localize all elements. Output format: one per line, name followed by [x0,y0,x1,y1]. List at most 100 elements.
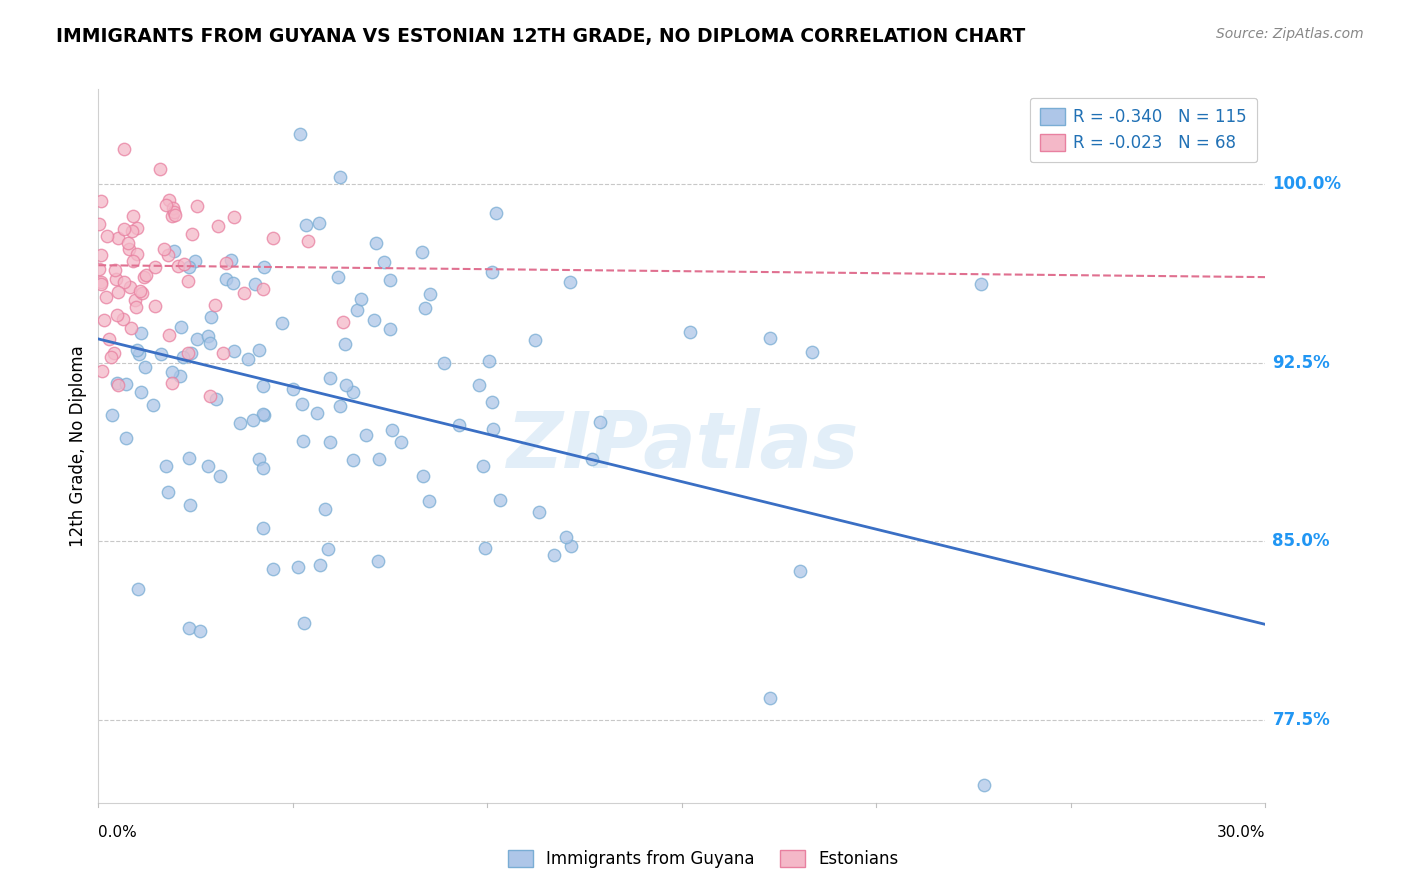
Point [367,554,389,568]
Point [135,268,157,282]
Point [124,293,146,308]
Point [177,274,200,288]
Point [380,273,402,287]
Point [474,541,496,556]
Point [243,277,266,291]
Point [155,458,177,473]
Point [122,209,145,223]
Point [294,218,316,232]
Point [103,345,125,359]
Point [177,346,200,360]
Point [314,501,336,516]
Point [527,505,550,519]
Point [186,331,208,345]
Point [800,345,823,359]
Text: IMMIGRANTS FROM GUYANA VS ESTONIAN 12TH GRADE, NO DIPLOMA CORRELATION CHART: IMMIGRANTS FROM GUYANA VS ESTONIAN 12TH … [56,27,1025,45]
Point [105,376,128,390]
Point [478,353,501,368]
Point [482,422,505,436]
Point [319,435,342,450]
Point [90,247,112,261]
Point [204,298,226,312]
Point [197,458,219,473]
Point [354,428,377,442]
Point [180,345,202,359]
Point [90,276,112,290]
Legend: R = -0.340   N = 115, R = -0.023   N = 68: R = -0.340 N = 115, R = -0.023 N = 68 [1031,97,1257,162]
Point [543,548,565,562]
Point [127,221,149,235]
Point [333,336,356,351]
Point [242,413,264,427]
Point [155,197,177,211]
Point [163,205,186,219]
Point [107,285,129,299]
Point [411,245,433,260]
Point [90,364,112,378]
Point [200,310,222,324]
Point [308,216,330,230]
Text: Source: ZipAtlas.com: Source: ZipAtlas.com [1216,27,1364,41]
Point [163,244,186,258]
Point [373,255,395,269]
Point [447,417,470,432]
Point [149,161,172,176]
Point [129,384,152,399]
Point [211,346,233,360]
Point [143,300,166,314]
Point [222,344,245,359]
Point [219,253,242,268]
Point [214,256,236,270]
Point [198,389,221,403]
Point [233,285,256,300]
Legend: Immigrants from Guyana, Estonians: Immigrants from Guyana, Estonians [501,843,905,875]
Point [90,194,112,209]
Point [413,301,436,315]
Point [179,499,201,513]
Point [558,275,581,289]
Point [367,451,389,466]
Point [326,269,349,284]
Text: 92.5%: 92.5% [1272,354,1330,372]
Point [481,264,503,278]
Point [329,399,352,413]
Point [107,231,129,245]
Point [156,248,179,262]
Point [581,452,603,467]
Point [197,329,219,343]
Point [90,277,112,291]
Point [262,230,284,244]
Point [125,300,148,314]
Point [335,378,357,392]
Text: ZIPatlas: ZIPatlas [506,408,858,484]
Point [485,205,508,219]
Point [180,227,202,241]
Point [342,452,364,467]
Point [157,193,180,207]
Point [481,394,503,409]
Point [172,350,194,364]
Point [281,382,304,396]
Point [228,416,250,430]
Point [222,211,245,225]
Point [554,530,576,544]
Point [162,209,184,223]
Point [418,493,440,508]
Point [346,303,368,318]
Point [160,365,183,379]
Point [112,142,135,156]
Point [970,277,993,292]
Point [120,320,142,334]
Point [433,356,456,370]
Point [207,219,229,233]
Point [131,286,153,301]
Point [262,562,284,576]
Point [307,406,329,420]
Point [378,321,401,335]
Point [96,228,118,243]
Point [252,282,274,296]
Point [316,542,339,557]
Text: 100.0%: 100.0% [1272,176,1341,194]
Point [468,378,491,392]
Point [142,398,165,412]
